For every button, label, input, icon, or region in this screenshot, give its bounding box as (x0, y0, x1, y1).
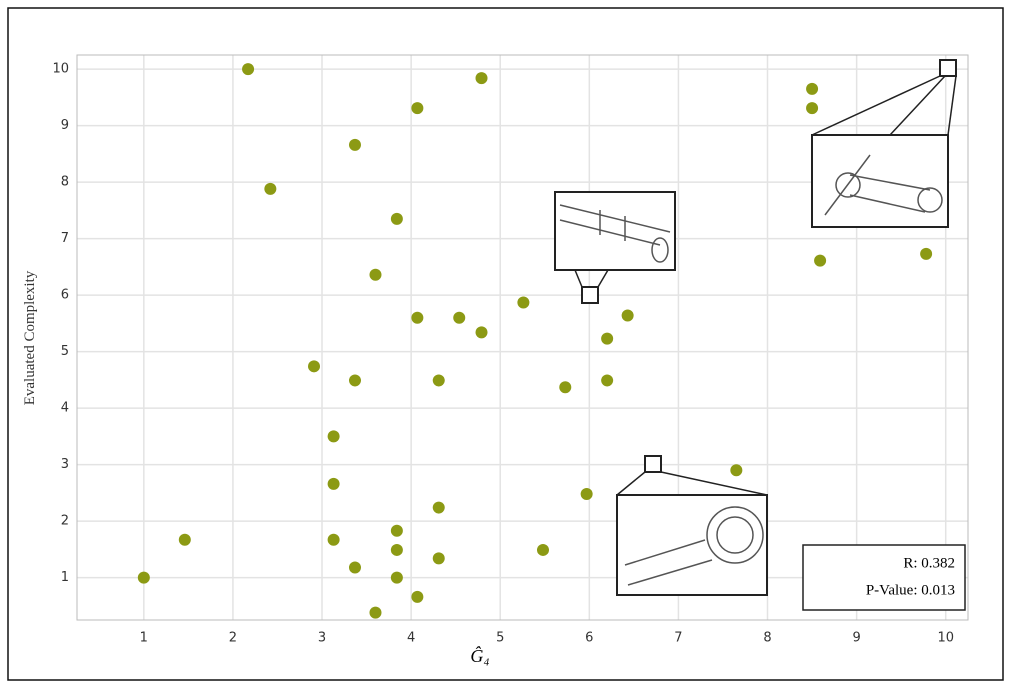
point (327, 477, 340, 490)
y-tick-label: 1 (61, 570, 69, 585)
x-tick-label: 3 (318, 631, 326, 646)
stats-box (802, 544, 966, 611)
point (178, 533, 191, 546)
point (327, 533, 340, 546)
y-tick-label: 6 (61, 288, 69, 303)
x-tick-label: 4 (407, 631, 415, 646)
point (369, 606, 382, 619)
point (308, 360, 321, 373)
point (369, 268, 382, 281)
point (411, 102, 424, 115)
point (264, 182, 277, 195)
y-tick-label: 3 (61, 457, 69, 472)
y-tick-label: 9 (61, 118, 69, 133)
x-tick-label: 5 (496, 631, 504, 646)
grid (77, 55, 968, 620)
x-tick-label: 8 (763, 631, 771, 646)
point (411, 590, 424, 603)
y-tick-label: 4 (61, 401, 69, 416)
x-tick-label: 7 (674, 631, 682, 646)
frame (7, 7, 1004, 681)
point (536, 543, 549, 556)
point (432, 552, 445, 565)
point (559, 381, 572, 394)
inset-3 (811, 59, 957, 228)
point (806, 82, 819, 95)
x-tick-label: 1 (140, 631, 148, 646)
point (390, 524, 403, 537)
point (327, 430, 340, 443)
x-tick-label: 9 (852, 631, 860, 646)
y-tick-label: 7 (61, 231, 69, 246)
stat-r: R: 0.382 (903, 555, 955, 571)
y-tick-label: 8 (61, 175, 69, 190)
point (806, 102, 819, 115)
point (453, 311, 466, 324)
points (137, 63, 952, 619)
inset-2 (616, 455, 768, 596)
point (601, 332, 614, 345)
point (475, 326, 488, 339)
point (390, 212, 403, 225)
x-tick-label: 6 (585, 631, 593, 646)
plot-area (76, 54, 969, 621)
x-tick-label: 10 (937, 631, 954, 646)
y-tick-label: 2 (61, 514, 69, 529)
point (432, 374, 445, 387)
point (730, 464, 743, 477)
point (432, 501, 445, 514)
stat-p: P-Value: 0.013 (866, 582, 955, 598)
point (411, 311, 424, 324)
point (137, 571, 150, 584)
point (390, 571, 403, 584)
point (348, 138, 361, 151)
point (242, 63, 255, 76)
point (390, 543, 403, 556)
y-tick-label: 10 (52, 62, 69, 77)
x-tick-label: 2 (229, 631, 237, 646)
inset-1 (554, 191, 676, 304)
point (920, 247, 933, 260)
point (814, 254, 827, 267)
point (601, 374, 614, 387)
point (580, 488, 593, 501)
point (348, 561, 361, 574)
point (621, 309, 634, 322)
x-axis-label: Ĝ₄ (470, 645, 489, 666)
y-tick-label: 5 (61, 344, 69, 359)
point (348, 374, 361, 387)
point (475, 72, 488, 85)
y-axis-label: Evaluated Complexity (22, 270, 38, 405)
point (517, 296, 530, 309)
